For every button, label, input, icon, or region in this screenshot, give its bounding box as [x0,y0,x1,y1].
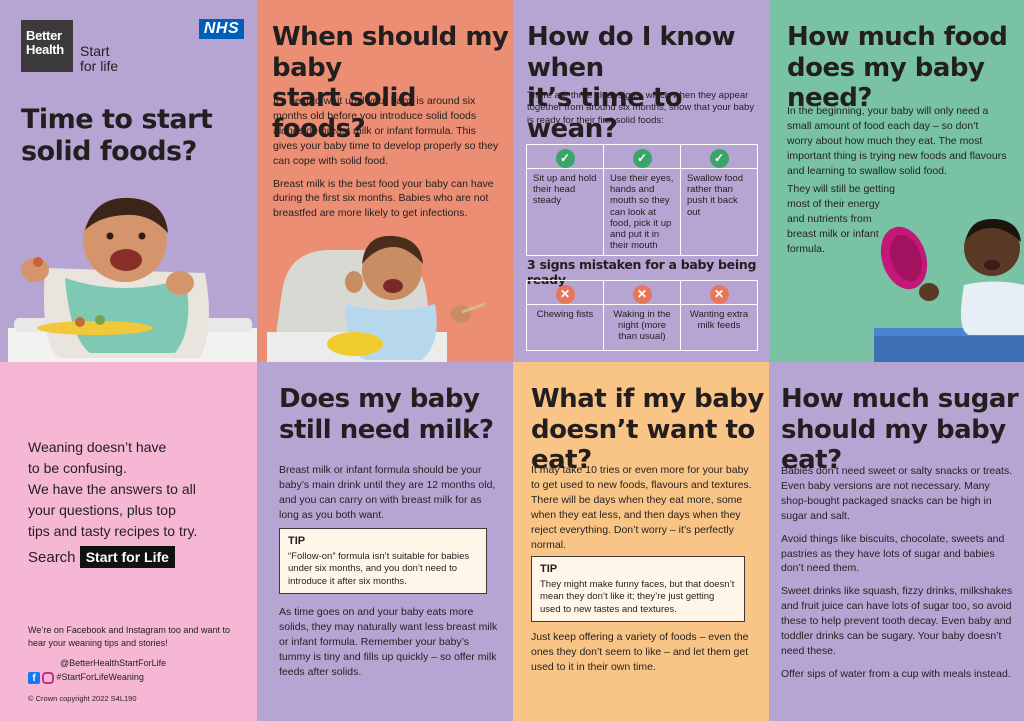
search-label: Search [28,549,76,566]
check-cell: ✓ [680,144,758,169]
instagram-icon[interactable] [42,671,54,684]
baby-eating-photo [0,178,257,362]
panel-title: How do I know when it’s time to wean? [527,22,769,145]
paragraph: Offer sips of water from a cup with meal… [781,667,1011,680]
panel-title: When should my baby start solid foods? [272,22,513,145]
panel-wont-eat: What if my baby doesn’t want to eat? It … [513,362,769,721]
search-row: Search Start for Life [28,546,175,568]
sign-cell: Use their eyes, hands and mouth so they … [603,167,681,257]
sign-cell: Swallow food rather than push it back ou… [680,167,758,257]
title-line-2: solid foods? [21,135,197,167]
cta-line: We have the answers to all [28,481,196,497]
title-line-2: still need milk? [279,414,494,445]
cross-icon: ✕ [555,285,575,304]
social-text: We’re on Facebook and Instagram too and … [28,625,230,649]
title-line-1: What if my baby [531,384,764,414]
cross-icon: ✕ [709,285,729,304]
panel-sugar: How much sugar should my baby eat? Babie… [769,362,1024,721]
facebook-icon[interactable]: f [28,671,40,684]
cta-text: Weaning doesn’t have to be confusing. We… [28,437,197,542]
tip-box: TIP They might make funny faces, but tha… [531,556,745,623]
panel-intro: Better Health Start for life NHS Time to… [0,0,257,362]
mistaken-cell: Waking in the night (more than usual) [603,304,681,351]
title-line-2: should my baby eat? [781,414,1006,476]
search-term-badge[interactable]: Start for Life [79,546,175,568]
panel-body: Babies don’t need sweet or salty snacks … [781,464,1017,690]
cta-line: to be confusing. [28,460,127,476]
baby-high-chair-photo [267,235,486,362]
panel-title: What if my baby doesn’t want to eat? [531,384,769,476]
panel-body-2: Just keep offering a variety of foods – … [531,631,749,673]
cta-line: Weaning doesn’t have [28,439,167,455]
panel-body-2: As time goes on and your baby eats more … [279,606,498,678]
social-handle[interactable]: @BetterHealthStartForLife [60,658,167,668]
title-line-1: How do I know when [527,22,736,83]
title-line-2: it’s time to wean? [527,83,683,145]
panel-title: Does my baby still need milk? [279,384,494,445]
sign-cell: Sit up and hold their head steady [526,167,604,257]
title-line-1: How much sugar [781,384,1019,414]
check-icon: ✓ [632,149,652,168]
panel-body-1: In the beginning, your baby will only ne… [787,105,1007,177]
nhs-logo: NHS [199,19,244,39]
paragraph: Babies don’t need sweet or salty snacks … [781,465,1013,522]
paragraph: Avoid things like biscuits, chocolate, s… [781,532,1005,575]
paragraph: Sweet drinks like squash, fizzy drinks, … [781,585,1013,657]
title-line-2: start solid foods? [272,83,417,145]
cross-cell: ✕ [603,280,681,305]
cross-icon: ✕ [632,285,652,304]
baby-plate-photo [874,218,1024,362]
logo-text-1: Better [26,28,62,43]
tip-heading: TIP [540,563,558,575]
ready-signs-table: ✓ ✓ ✓ Sit up and hold their head steady … [526,144,758,257]
cta-line: tips and tasty recipes to try. [28,523,198,539]
sub-line-2: for life [80,57,119,74]
panel-title: How much sugar should my baby eat? [781,384,1024,476]
check-icon: ✓ [555,149,575,168]
panel-signs: How do I know when it’s time to wean? Th… [513,0,769,362]
title-line-1: Time to start [21,104,213,135]
panel-when-solids: When should my baby start solid foods? I… [257,0,513,362]
panel-how-much-food: How much food does my baby need? In the … [769,0,1024,362]
title-line-1: How much food [787,22,1008,52]
panel-title: Time to start solid foods? [21,104,213,168]
title-line-2: does my baby need? [787,52,985,114]
mistaken-signs-table: ✕ ✕ ✕ Chewing fists Waking in the night … [526,280,758,351]
title-line-1: Does my baby [279,384,480,414]
start-for-life-text: Start for life [80,44,118,73]
panel-body-2: They will still be getting most of their… [787,183,895,255]
tip-text: They might make funny faces, but that do… [540,578,735,615]
panel-body: It’s best to wait until your baby is aro… [273,94,499,229]
cross-cell: ✕ [680,280,758,305]
sub-line-1: Start [80,43,110,59]
social-hashtag[interactable]: #StartForLifeWeaning [56,671,144,682]
panel-cta: Weaning doesn’t have to be confusing. We… [0,362,257,721]
tip-text: “Follow-on” formula isn’t suitable for b… [288,550,470,587]
social-links: @BetterHealthStartForLife f #StartForLif… [28,657,166,685]
better-health-logo: Better Health [21,20,73,72]
title-line-2: doesn’t want to eat? [531,414,755,476]
panel-body-1: Breast milk or infant formula should be … [279,464,496,521]
check-cell: ✓ [603,144,681,169]
cross-cell: ✕ [526,280,604,305]
panel-body-1: It may take 10 tries or even more for yo… [531,464,752,551]
tip-heading: TIP [288,535,306,547]
cta-line: your questions, plus top [28,502,176,518]
tip-box: TIP “Follow-on” formula isn’t suitable f… [279,528,487,595]
mistaken-cell: Chewing fists [526,304,604,351]
copyright: © Crown copyright 2022 S4L190 [28,694,137,703]
check-cell: ✓ [526,144,604,169]
paragraph: Breast milk is the best food your baby c… [273,177,494,220]
paragraph: It’s best to wait until your baby is aro… [273,95,499,167]
check-icon: ✓ [709,149,729,168]
mistaken-cell: Wanting extra milk feeds [680,304,758,351]
logo-text-2: Health [26,41,64,57]
intro-text: There are three clear signs, which when … [527,90,755,126]
title-line-1: When should my baby [272,22,509,83]
panel-milk: Does my baby still need milk? Breast mil… [257,362,513,721]
panel-title: How much food does my baby need? [787,22,1024,114]
